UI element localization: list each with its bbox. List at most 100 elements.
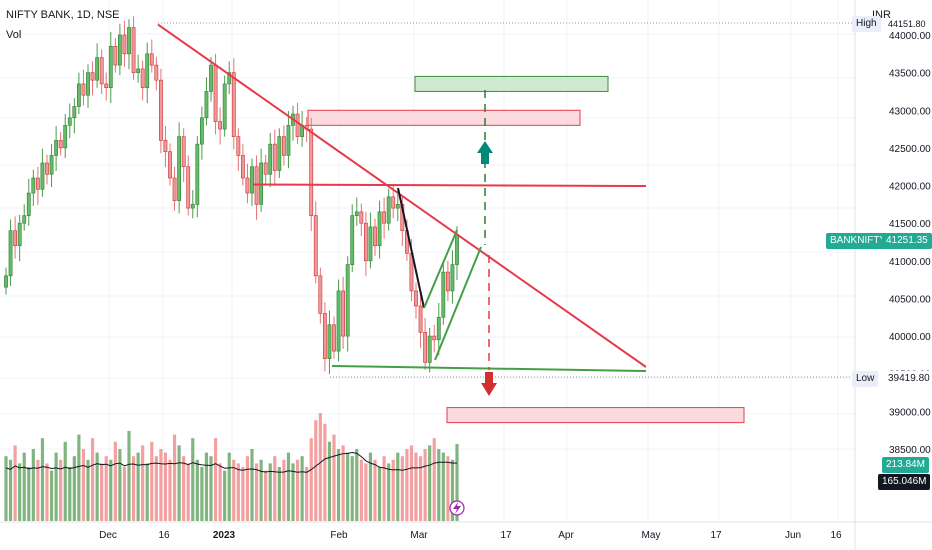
candle (117, 34, 122, 66)
volume-bar (168, 459, 172, 521)
candle (377, 211, 382, 247)
candle (99, 57, 104, 85)
x-tick-label: 16 (158, 530, 170, 541)
y-tick-label: 43000.00 (889, 106, 931, 117)
y-tick-label: 44000.00 (889, 31, 931, 42)
volume-bar (104, 456, 108, 521)
candle (13, 230, 18, 247)
candle (386, 196, 391, 224)
average-volume-tag: 165.046M (878, 474, 931, 490)
candle (67, 117, 72, 126)
candle (136, 68, 141, 73)
zone-supply (307, 109, 581, 126)
high-marker-value: 44151.80 (888, 19, 926, 29)
volume-bar (437, 449, 441, 521)
candle (318, 275, 323, 314)
y-tick-label: 42500.00 (889, 144, 931, 155)
y-tick-label: 41000.00 (889, 257, 931, 268)
volume-bar (63, 441, 67, 521)
volume-bar (227, 452, 231, 521)
volume-bar (409, 445, 414, 521)
low-marker-value: 39419.80 (884, 371, 932, 387)
pattern-channel-line (434, 246, 482, 361)
volume-bar (318, 413, 322, 521)
volume-bar (90, 438, 95, 521)
candle (45, 162, 49, 175)
candle (414, 290, 418, 307)
down-arrow-icon (481, 372, 497, 396)
candle (240, 155, 245, 179)
candle (154, 64, 159, 81)
volume-bar (359, 459, 363, 521)
volume-bar (18, 463, 22, 521)
zone-lower-target (446, 407, 745, 424)
candle (395, 204, 400, 209)
x-tick-label: Mar (410, 530, 428, 541)
y-tick-label: 38500.00 (889, 445, 931, 456)
volume-bar (204, 452, 209, 521)
candle (268, 143, 273, 175)
volume-bar (441, 452, 445, 521)
candle (199, 117, 204, 145)
candle (4, 275, 8, 288)
volume-bar (200, 467, 204, 521)
volume-bar (113, 441, 117, 521)
x-tick-label: Dec (99, 530, 117, 541)
candle (418, 305, 423, 333)
volume-bar (382, 456, 386, 521)
candle (436, 316, 441, 341)
volume-bar (241, 467, 245, 521)
volume-bar (364, 463, 368, 521)
pattern-leg-down (397, 187, 425, 309)
resistance-line (252, 183, 647, 187)
candle (250, 166, 254, 194)
volume-bar (141, 445, 145, 521)
volume-bar (346, 452, 350, 521)
candle (382, 211, 387, 224)
volume-bar (191, 438, 195, 521)
volume-bar (309, 438, 313, 521)
candle (272, 143, 277, 171)
candle (131, 27, 136, 73)
candle (423, 332, 428, 363)
candle (391, 196, 396, 209)
x-tick-label: Feb (330, 530, 348, 541)
volume-bar (195, 459, 199, 521)
volume-bar (145, 463, 149, 521)
volume-bar (373, 459, 377, 521)
volume-bar (172, 434, 177, 521)
candle (354, 211, 359, 216)
volume-bar (432, 438, 436, 521)
candle (63, 125, 68, 149)
candle (295, 113, 300, 137)
volume-bar (291, 463, 295, 521)
volume-indicator-label: Vol (6, 29, 22, 41)
volume-bar (428, 445, 432, 521)
candle (445, 271, 450, 292)
volume-bar (59, 459, 63, 521)
volume-bar (95, 452, 99, 521)
candle (222, 83, 227, 130)
candle (95, 57, 100, 81)
volume-bar (305, 467, 309, 521)
candle (108, 45, 113, 88)
y-tick-label: 39000.00 (889, 407, 931, 418)
candle (432, 335, 437, 341)
candle (455, 234, 459, 265)
volume-bar (4, 456, 8, 521)
candle (190, 204, 195, 209)
candle (427, 335, 432, 363)
y-tick-label: 43500.00 (889, 69, 931, 80)
x-tick-label: May (642, 530, 661, 541)
high-marker-label: High (852, 16, 881, 32)
candle (286, 125, 291, 156)
pattern-leg-up (423, 229, 458, 309)
candle (8, 230, 13, 277)
volume-bar (295, 459, 300, 521)
candle (177, 136, 182, 201)
candle (172, 177, 177, 201)
volume-bar (245, 456, 250, 521)
volume-bar (118, 449, 122, 521)
candle (104, 83, 109, 88)
